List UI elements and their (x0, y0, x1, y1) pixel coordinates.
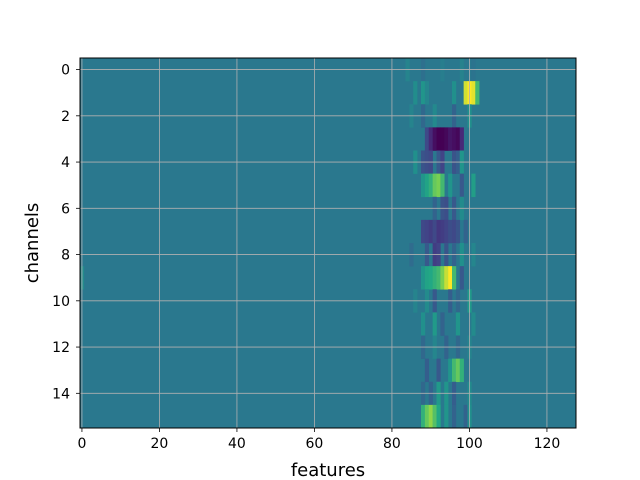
heatmap-cell (421, 266, 426, 290)
heatmap-cell (463, 404, 468, 429)
heatmap-cell (452, 404, 457, 429)
heatmap-cell (428, 127, 433, 151)
y-tick-label: 14 (52, 386, 70, 402)
heatmap-cell (463, 219, 468, 244)
heatmap-cell (428, 404, 433, 429)
heatmap-cell (452, 81, 457, 105)
heatmap-background (80, 58, 576, 428)
y-tick-label: 4 (61, 155, 70, 171)
heatmap-cell (444, 219, 449, 244)
heatmap-cell (448, 266, 453, 290)
x-tick-label: 100 (456, 436, 483, 452)
heatmap-cell (424, 219, 430, 244)
heatmap-cell (448, 358, 453, 383)
heatmap-cell (452, 358, 457, 383)
heatmap-cell (455, 358, 461, 383)
x-tick-label: 0 (77, 436, 86, 452)
heatmap-cell (459, 266, 464, 290)
heatmap-cell (463, 81, 468, 105)
heatmap-cell (432, 127, 437, 151)
x-tick-label: 40 (228, 436, 246, 452)
heatmap-cell (475, 81, 480, 105)
y-axis-label: channels (22, 203, 43, 284)
heatmap-cell (436, 266, 441, 290)
grid-lines (80, 58, 576, 428)
x-tick-label: 20 (151, 436, 169, 452)
heatmap-cell (424, 81, 430, 105)
heatmap-cell (452, 219, 457, 244)
heatmap-cell (421, 173, 426, 198)
heatmap-cell (424, 173, 430, 198)
y-tick-label: 0 (61, 63, 70, 79)
heatmap-cell (459, 127, 464, 151)
heatmap-cell (448, 127, 453, 151)
heatmap-cell (452, 127, 457, 151)
heatmap-cell (459, 173, 464, 198)
heatmap-cell (436, 127, 441, 151)
heatmap-cell (455, 127, 461, 151)
heatmap-cell (452, 266, 457, 290)
heatmap-cell (424, 358, 430, 383)
heatmap-cell (432, 404, 437, 429)
heatmap-cell (424, 266, 430, 290)
heatmap-cell (448, 173, 453, 198)
y-tick-label: 12 (52, 340, 70, 356)
heatmap-cell (432, 312, 437, 336)
x-tick-label: 80 (383, 436, 401, 452)
heatmap-cell (440, 127, 445, 151)
heatmap-cell (424, 404, 430, 429)
x-axis-label: features (291, 460, 365, 480)
axis-ticks: 0 20 40 60 80 100 120 0 2 4 6 8 10 12 14 (52, 63, 560, 452)
heatmap-cell (444, 127, 449, 151)
heatmap-cell (440, 219, 445, 244)
heatmap-cell (428, 219, 433, 244)
heatmap-cell (421, 219, 426, 244)
heatmap-cell (440, 266, 445, 290)
heatmap-cell (424, 127, 430, 151)
heatmap-cell (428, 266, 433, 290)
heatmap-cell (421, 404, 426, 429)
x-tick-label: 60 (306, 436, 324, 452)
heatmap-cell (436, 404, 441, 429)
heatmap-cell (413, 81, 418, 105)
heatmap-cell (471, 173, 476, 198)
y-tick-label: 6 (61, 201, 70, 217)
heatmap-cell (432, 173, 437, 198)
heatmap-cell (436, 358, 441, 383)
heatmap-cell (436, 173, 441, 198)
heatmap-cell (471, 81, 476, 105)
heatmap-cells (80, 58, 576, 429)
heatmap-cell (436, 219, 441, 244)
heatmap-cell (455, 219, 461, 244)
heatmap-cell (421, 312, 426, 336)
plot-frame (79, 57, 577, 429)
heatmap-cell (428, 173, 433, 198)
heatmap-cell (471, 312, 476, 336)
heatmap-cell (444, 266, 449, 290)
y-tick-label: 10 (52, 294, 70, 310)
heatmap-cell (432, 219, 437, 244)
heatmap-cell (440, 312, 445, 336)
x-tick-label: 120 (534, 436, 561, 452)
heatmap-cell (421, 81, 426, 105)
heatmap-cell (459, 358, 464, 383)
y-tick-label: 2 (61, 109, 70, 125)
heatmap-cell (444, 404, 449, 429)
heatmap-cell (448, 219, 453, 244)
heatmap-cell (440, 173, 445, 198)
heatmap-cell (455, 312, 461, 336)
heatmap-cell (432, 266, 437, 290)
y-tick-label: 8 (61, 248, 70, 264)
